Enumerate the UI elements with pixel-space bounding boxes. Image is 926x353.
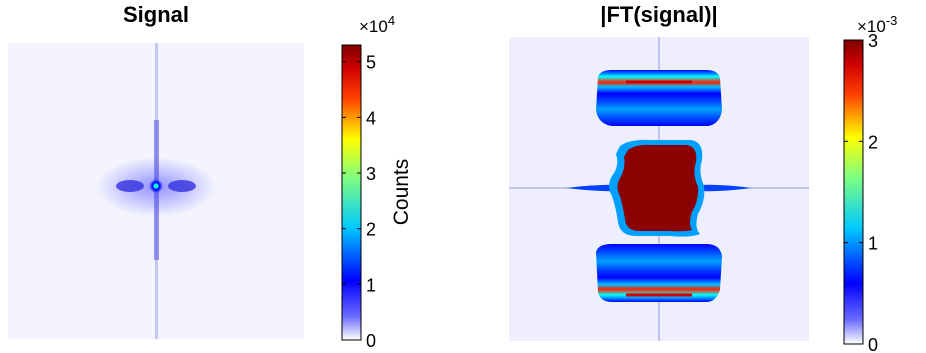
ft-colorbar-tick-label: 0	[868, 335, 878, 353]
signal-colorbar: 0 1 2 3 4 5 ×104 Counts	[341, 13, 413, 351]
signal-colorbar-tick-label: 4	[366, 108, 376, 128]
signal-colorbar-gradient	[341, 44, 362, 341]
ft-central-block	[617, 144, 699, 232]
signal-central-peak	[153, 183, 159, 189]
signal-colorbar-tick-label: 5	[366, 53, 376, 73]
ft-colorbar-exponent: ×10-3	[857, 13, 897, 36]
ft-lower-lobe	[596, 244, 722, 302]
ft-colorbar: 0 1 2 3 ×10-3	[843, 13, 897, 353]
ft-colorbar-ticks: 0 1 2 3	[844, 31, 878, 353]
ft-colorbar-tick-label: 1	[868, 234, 878, 254]
signal-colorbar-ticks: 0 1 2 3 4 5	[342, 53, 376, 351]
signal-colorbar-exponent: ×104	[359, 13, 395, 36]
signal-left-lobe	[116, 180, 144, 192]
ft-heatmap	[509, 37, 809, 341]
ft-colorbar-gradient	[843, 39, 864, 345]
signal-colorbar-tick-label: 3	[366, 164, 376, 184]
chart-title-signal: Signal	[122, 2, 190, 27]
signal-colorbar-tick-label: 1	[366, 275, 376, 295]
signal-heatmap	[8, 43, 304, 339]
signal-right-lobe	[168, 180, 196, 192]
chart-title-ft-signal: |FT(signal)|	[600, 2, 718, 27]
signal-colorbar-tick-label: 2	[366, 220, 376, 240]
signal-colorbar-label: Counts	[390, 159, 413, 226]
signal-colorbar-tick-label: 0	[366, 331, 376, 351]
ft-upper-lobe	[596, 70, 722, 126]
ft-colorbar-tick-label: 2	[868, 132, 878, 152]
ft-colorbar-tick-label: 3	[868, 31, 878, 51]
